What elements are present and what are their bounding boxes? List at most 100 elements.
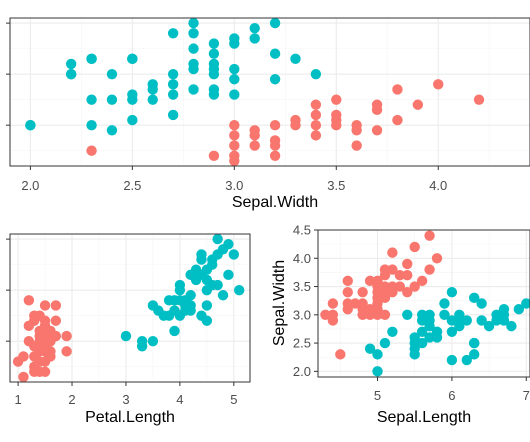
data-point-setosa — [409, 241, 420, 253]
data-point-versicolor — [163, 295, 175, 306]
data-point-setosa — [50, 300, 62, 311]
y-tick-label: 4.5 — [293, 223, 311, 238]
data-point-setosa — [402, 258, 413, 270]
data-point-setosa — [34, 346, 45, 357]
data-point-setosa — [269, 150, 281, 161]
data-point-setosa — [372, 303, 383, 315]
data-point-versicolor — [25, 119, 36, 131]
x-tick-label: 7 — [523, 388, 530, 403]
data-point-versicolor — [513, 303, 525, 315]
data-point-setosa — [371, 99, 383, 110]
data-point-setosa — [342, 286, 353, 298]
data-point-setosa — [310, 130, 322, 141]
data-point-versicolor — [521, 298, 530, 309]
x-tick-label: 4 — [176, 392, 183, 407]
data-point-setosa — [229, 130, 240, 141]
x-axis-title: Sepal.Width — [232, 194, 318, 211]
data-point-versicolor — [269, 17, 281, 29]
data-point-setosa — [310, 109, 322, 121]
x-tick-label: 5 — [230, 392, 237, 407]
data-point-versicolor — [469, 337, 480, 349]
data-point-versicolor — [234, 284, 245, 296]
data-point-versicolor — [188, 43, 199, 54]
data-point-versicolor — [446, 315, 458, 326]
x-tick-label: 4.0 — [429, 178, 447, 193]
data-point-versicolor — [476, 315, 487, 326]
data-point-versicolor — [106, 125, 118, 136]
data-point-versicolor — [167, 79, 179, 90]
data-point-versicolor — [188, 58, 199, 70]
data-point-setosa — [364, 303, 376, 315]
data-point-setosa — [61, 346, 72, 357]
data-point-setosa — [249, 125, 260, 136]
data-point-versicolor — [431, 326, 443, 337]
data-point-setosa — [473, 94, 485, 105]
data-point-setosa — [379, 281, 391, 292]
data-point-versicolor — [188, 84, 199, 95]
data-point-setosa — [424, 230, 435, 241]
data-point-versicolor — [188, 17, 199, 29]
data-point-setosa — [379, 264, 391, 275]
data-point-versicolor — [483, 320, 495, 332]
data-point-versicolor — [169, 325, 180, 337]
data-point-versicolor — [223, 239, 234, 250]
data-point-versicolor — [498, 303, 510, 315]
data-point-versicolor — [212, 233, 223, 245]
data-point-versicolor — [65, 68, 77, 80]
panel-border — [9, 17, 530, 167]
panel-top: 2.0 2.5 3.0 3.5 4.0 Sepal.Width — [6, 17, 530, 211]
data-point-versicolor — [249, 23, 260, 34]
data-point-versicolor — [188, 28, 199, 39]
data-point-setosa — [387, 264, 398, 275]
x-tick-label: 1 — [14, 392, 21, 407]
data-point-versicolor — [461, 315, 472, 326]
data-point-versicolor — [127, 53, 138, 65]
x-tick-label: 2 — [68, 392, 75, 407]
data-point-versicolor — [439, 298, 450, 309]
data-point-versicolor — [86, 119, 97, 131]
data-point-versicolor — [469, 349, 480, 360]
data-point-setosa — [29, 310, 40, 321]
data-point-setosa — [229, 140, 240, 151]
data-point-versicolor — [416, 337, 428, 349]
data-point-versicolor — [249, 33, 260, 44]
data-point-setosa — [50, 315, 62, 326]
data-point-setosa — [331, 109, 342, 121]
x-tick-label: 3.0 — [225, 178, 243, 193]
data-point-versicolor — [106, 68, 118, 80]
data-point-versicolor — [147, 335, 159, 347]
data-point-versicolor — [372, 366, 383, 377]
data-point-setosa — [18, 351, 29, 362]
data-point-versicolor — [208, 48, 220, 59]
data-point-versicolor — [147, 84, 158, 95]
data-point-setosa — [379, 309, 391, 321]
y-tick-label: 2.0 — [293, 364, 311, 379]
data-point-setosa — [310, 119, 322, 131]
data-point-setosa — [357, 286, 368, 298]
data-point-setosa — [342, 275, 353, 287]
data-point-setosa — [18, 371, 29, 383]
y-tick-label: 4.0 — [293, 251, 311, 266]
data-point-versicolor — [372, 349, 383, 360]
data-point-setosa — [371, 125, 383, 136]
data-point-versicolor — [229, 89, 240, 100]
data-point-versicolor — [379, 337, 391, 349]
data-point-versicolor — [498, 315, 510, 326]
data-point-versicolor — [446, 326, 458, 337]
data-point-versicolor — [207, 259, 218, 270]
data-point-versicolor — [469, 292, 480, 304]
data-point-versicolor — [476, 298, 487, 309]
data-point-setosa — [310, 99, 322, 110]
data-point-versicolor — [86, 94, 97, 105]
data-point-versicolor — [207, 279, 218, 291]
data-point-versicolor — [229, 74, 240, 85]
data-point-versicolor — [229, 38, 240, 49]
data-point-setosa — [229, 119, 240, 131]
data-point-setosa — [387, 247, 398, 258]
data-point-versicolor — [269, 48, 281, 59]
data-point-setosa — [364, 275, 376, 287]
x-tick-label: 5 — [374, 388, 381, 403]
data-point-versicolor — [424, 309, 435, 321]
data-point-versicolor — [416, 326, 428, 337]
